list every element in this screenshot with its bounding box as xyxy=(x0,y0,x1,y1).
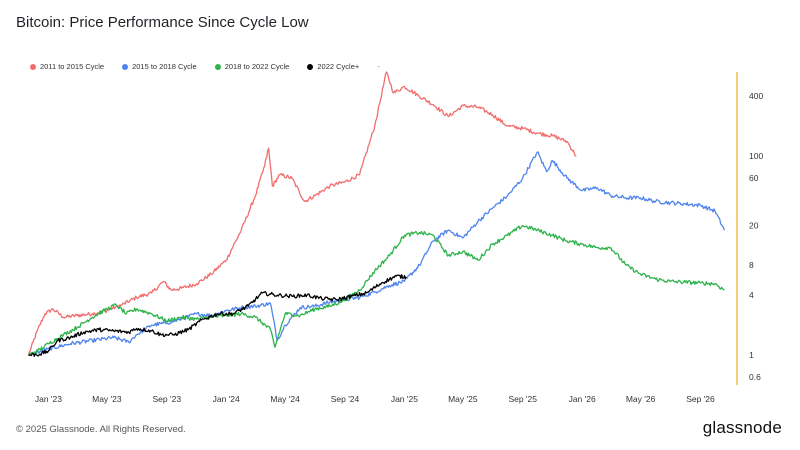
legend-item-2022[interactable]: 2022 Cycle+ xyxy=(307,62,359,71)
x-tick-label: Jan '26 xyxy=(569,394,596,404)
legend-label-2018: 2018 to 2022 Cycle xyxy=(224,62,290,71)
copyright: © 2025 Glassnode. All Rights Reserved. xyxy=(16,424,186,435)
x-tick-label: Sep '25 xyxy=(508,394,537,404)
legend-label-2022: 2022 Cycle+ xyxy=(317,62,360,71)
legend-item-2015[interactable]: 2015 to 2018 Cycle xyxy=(122,62,197,71)
legend-item-2011[interactable]: 2011 to 2015 Cycle xyxy=(30,62,104,71)
x-tick-label: Jan '25 xyxy=(391,394,418,404)
x-tick-label: Jan '23 xyxy=(35,394,62,404)
legend: 2011 to 2015 Cycle 2015 to 2018 Cycle 20… xyxy=(30,62,380,71)
x-tick-label: May '25 xyxy=(448,394,478,404)
glassnode-logo: glassnode xyxy=(702,418,782,437)
y-tick-label: 60 xyxy=(749,173,759,183)
legend-dot-2022 xyxy=(307,63,314,70)
x-tick-label: Sep '26 xyxy=(686,394,715,404)
y-tick-label: 4 xyxy=(749,290,754,300)
x-tick-label: Jan '24 xyxy=(213,394,240,404)
x-tick-label: May '26 xyxy=(626,394,656,404)
x-tick-label: May '23 xyxy=(92,394,122,404)
legend-item-2018[interactable]: 2018 to 2022 Cycle xyxy=(214,62,290,71)
y-tick-label: 100 xyxy=(749,151,763,161)
legend-dot-2018 xyxy=(214,63,221,70)
series-line-1 xyxy=(28,151,725,356)
x-tick-label: May '24 xyxy=(270,394,300,404)
series-line-3 xyxy=(28,274,407,357)
y-tick-label: 20 xyxy=(749,221,759,231)
legend-label-2015: 2015 to 2018 Cycle xyxy=(132,62,197,71)
x-tick-label: Sep '24 xyxy=(331,394,360,404)
legend-dot-2011 xyxy=(30,63,36,70)
chart-title: Bitcoin: Price Performance Since Cycle L… xyxy=(16,14,309,31)
series-line-0 xyxy=(27,71,577,356)
y-tick-label: 1 xyxy=(749,350,754,360)
x-tick-label: Sep '23 xyxy=(152,394,181,404)
series-line-2 xyxy=(28,224,725,357)
legend-extra[interactable]: - xyxy=(377,62,380,71)
legend-label-2011: 2011 to 2015 Cycle xyxy=(40,62,105,71)
y-tick-label: 400 xyxy=(749,91,763,101)
y-tick-label: 0.6 xyxy=(749,372,761,382)
legend-dot-2015 xyxy=(122,63,129,70)
y-tick-label: 8 xyxy=(749,260,754,270)
